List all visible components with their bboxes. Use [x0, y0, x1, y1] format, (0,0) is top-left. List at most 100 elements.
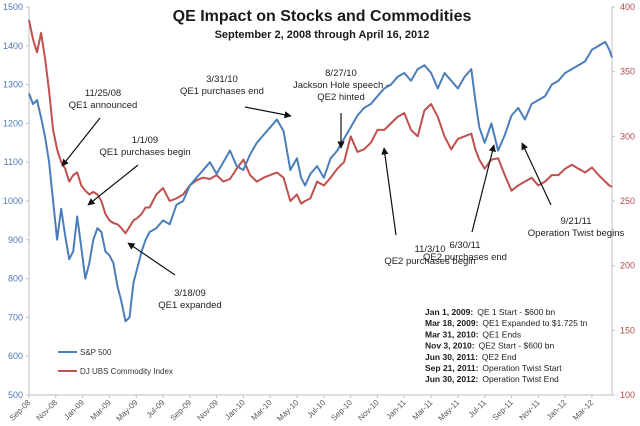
x-tick-label: Nov-10 — [356, 398, 381, 423]
annotation-date: 11/25/08 — [85, 88, 121, 99]
annotation-arrow — [521, 142, 552, 206]
annotation-text: QE2 hinted — [317, 92, 365, 103]
timeline-row: Mar 31, 2010: QE1 Ends — [425, 329, 521, 339]
annotation-text: QE2 purchases begin — [384, 256, 475, 267]
series-group — [28, 19, 613, 323]
timeline-desc: QE1 Expanded to $1.725 tn — [482, 318, 587, 328]
y-right-tick-label: 350 — [620, 67, 635, 77]
annotation-arrow — [471, 144, 496, 233]
timeline-desc: Operation Twist Start — [482, 363, 562, 373]
chart-subtitle: September 2, 2008 through April 16, 2012 — [215, 29, 430, 41]
annotation-date: 9/21/11 — [561, 216, 592, 227]
annotation-arrow — [127, 242, 176, 276]
annotation-text: QE1 expanded — [158, 300, 221, 311]
x-tick-label: Nov-11 — [518, 398, 543, 423]
y-left-tick-label: 600 — [8, 351, 23, 361]
y-left-tick-label: 800 — [8, 274, 23, 284]
x-tick-label: Mar-09 — [89, 398, 114, 423]
x-tick-label: Nov-08 — [35, 398, 60, 423]
y-right-tick-label: 250 — [620, 196, 635, 206]
chart-title: QE Impact on Stocks and Commodities — [173, 8, 472, 25]
annotation-text: Operation Twist begins — [528, 228, 625, 239]
annotation-date: 3/31/10 — [206, 74, 238, 85]
annotation-date: 3/18/09 — [174, 288, 206, 299]
x-tick-label: Jul-09 — [145, 398, 167, 420]
x-tick-label: Mar-10 — [249, 398, 274, 423]
annotation-arrow — [381, 147, 397, 236]
timeline-date: Mar 31, 2010: — [425, 329, 479, 339]
x-tick-label: Jan-09 — [62, 398, 86, 422]
timeline-row: Sep 21, 2011: Operation Twist Start — [425, 363, 562, 373]
timeline-date: Jan 1, 2009: — [425, 307, 473, 317]
x-tick-label: Jan-11 — [384, 398, 408, 422]
annotation-arrow — [87, 164, 139, 206]
x-tick-label: Sep-10 — [329, 398, 354, 423]
x-tick-label: May-09 — [114, 398, 140, 424]
timeline-row: Nov 3, 2010: QE2 Start - $600 bn — [425, 341, 554, 351]
timeline-desc: Operation Twist End — [482, 374, 559, 384]
annotation-text: QE1 purchases end — [180, 86, 264, 97]
timeline-desc: QE2 Start - $600 bn — [479, 341, 555, 351]
x-tick-label: Mar-12 — [571, 398, 596, 423]
x-tick-label: Jan-10 — [223, 398, 247, 422]
annotation-text: Jackson Hole speech - — [293, 80, 389, 91]
annotation-arrow — [244, 106, 292, 119]
timeline-row: Jan 1, 2009: QE 1 Start - $600 bn — [425, 307, 555, 317]
timeline-row: Jun 30, 2011: QE2 End — [425, 352, 517, 362]
y-left-tick-label: 1400 — [3, 41, 23, 51]
timeline-row: Mar 18, 2009: QE1 Expanded to $1.725 tn — [425, 318, 588, 328]
sp500-line — [28, 40, 613, 323]
annotation-arrow — [61, 117, 101, 167]
x-tick-label: May-10 — [275, 398, 301, 424]
timeline-date: Mar 18, 2009: — [425, 318, 479, 328]
legend-label-sp500: S&P 500 — [80, 348, 112, 357]
timeline-date: Nov 3, 2010: — [425, 341, 475, 351]
timeline-desc: QE1 Ends — [482, 329, 521, 339]
y-right-tick-label: 100 — [620, 390, 635, 400]
axes: 500 600 700 800 900 1000 1100 1200 1300 1400 1500 1… — [3, 2, 635, 423]
x-tick-label: Jul-10 — [305, 398, 327, 420]
y-right-tick-label: 400 — [620, 2, 635, 12]
annotation-text: QE1 purchases begin — [99, 147, 190, 158]
annotation-date: 11/3/10 — [415, 244, 446, 255]
legend-label-djubs: DJ UBS Commodity Index — [80, 367, 173, 376]
annotation-date: 8/27/10 — [325, 68, 357, 79]
y-left-tick-label: 1200 — [3, 118, 23, 128]
x-tick-label: Nov-09 — [195, 398, 220, 423]
y-left-tick-label: 1300 — [3, 80, 23, 90]
x-tick-label: Sep-11 — [491, 398, 516, 423]
timeline-desc: QE2 End — [482, 352, 517, 362]
y-left-tick-label: 900 — [8, 235, 23, 245]
x-tick-label: Jan-12 — [545, 398, 569, 422]
x-tick-label: Jul-11 — [467, 398, 489, 420]
y-left-tick-label: 1000 — [3, 196, 23, 206]
annotation-date: 6/30/11 — [450, 240, 481, 251]
annotation-date: 1/1/09 — [132, 135, 158, 146]
y-left-tick-label: 1500 — [3, 2, 23, 12]
y-left-tick-label: 1100 — [4, 157, 23, 167]
annotation-text: QE1 announced — [69, 100, 138, 111]
y-right-tick-label: 200 — [620, 261, 635, 271]
y-right-tick-label: 150 — [620, 325, 635, 335]
x-tick-label: Mar-11 — [411, 398, 435, 422]
timeline-date: Jun 30, 2011: — [425, 352, 478, 362]
x-tick-label: May-11 — [436, 398, 461, 423]
timeline-date: Jun 30, 2012: — [425, 374, 479, 384]
y-left-tick-label: 700 — [8, 312, 23, 322]
timeline-date: Sep 21, 2011: — [425, 363, 479, 373]
timeline-desc: QE 1 Start - $600 bn — [477, 307, 555, 317]
timeline-row: Jun 30, 2012: Operation Twist End — [425, 374, 559, 384]
y-left-tick-label: 500 — [8, 390, 23, 400]
x-tick-label: Sep-09 — [169, 398, 194, 423]
